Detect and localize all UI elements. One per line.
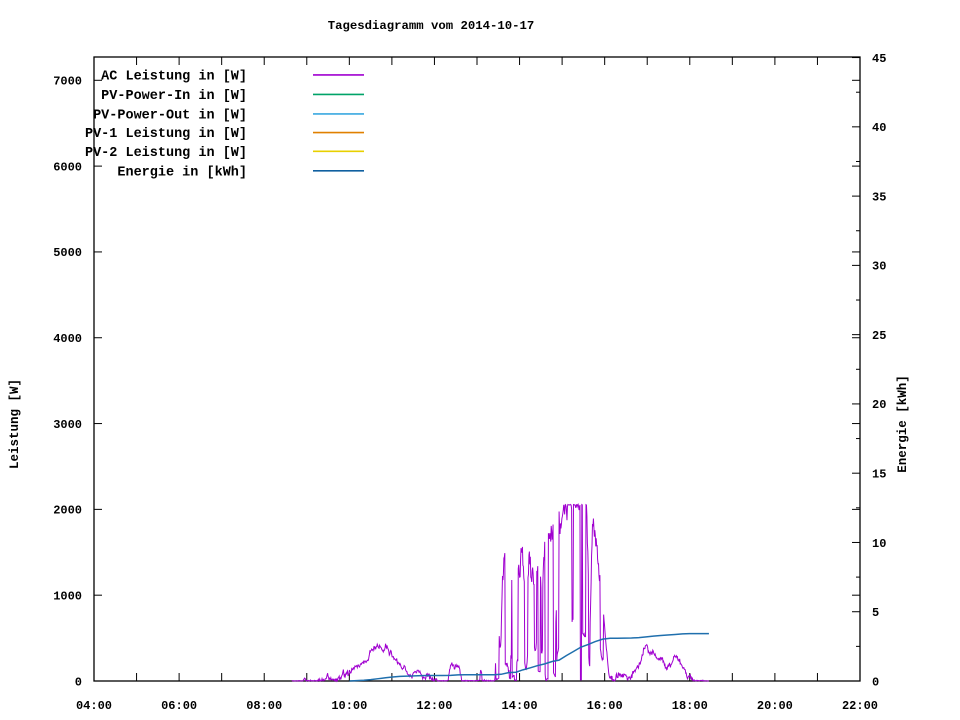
svg-text:PV-Power-In in [W]: PV-Power-In in [W] bbox=[101, 89, 247, 104]
svg-text:5000: 5000 bbox=[53, 246, 82, 260]
svg-text:3000: 3000 bbox=[53, 418, 82, 432]
svg-text:2000: 2000 bbox=[53, 504, 82, 518]
svg-text:0: 0 bbox=[75, 675, 82, 689]
svg-text:15: 15 bbox=[872, 467, 886, 481]
svg-text:25: 25 bbox=[872, 329, 886, 343]
svg-text:16:00: 16:00 bbox=[587, 699, 623, 713]
svg-text:PV-1 Leistung in [W]: PV-1 Leistung in [W] bbox=[85, 127, 247, 142]
svg-text:AC Leistung in [W]: AC Leistung in [W] bbox=[101, 69, 247, 84]
svg-text:1000: 1000 bbox=[53, 589, 82, 603]
svg-text:PV-2 Leistung in [W]: PV-2 Leistung in [W] bbox=[85, 146, 247, 161]
svg-text:40: 40 bbox=[872, 121, 886, 135]
svg-text:PV-Power-Out in [W]: PV-Power-Out in [W] bbox=[93, 108, 247, 123]
svg-text:7000: 7000 bbox=[53, 75, 82, 89]
svg-text:Energie in [kWh]: Energie in [kWh] bbox=[117, 165, 247, 180]
svg-text:04:00: 04:00 bbox=[76, 699, 112, 713]
svg-text:20: 20 bbox=[872, 398, 886, 412]
svg-text:35: 35 bbox=[872, 190, 886, 204]
svg-text:10: 10 bbox=[872, 537, 886, 551]
svg-text:12:00: 12:00 bbox=[416, 699, 452, 713]
svg-text:06:00: 06:00 bbox=[161, 699, 197, 713]
svg-text:Energie [kWh]: Energie [kWh] bbox=[896, 375, 910, 473]
svg-text:0: 0 bbox=[872, 675, 879, 689]
svg-text:5: 5 bbox=[872, 606, 879, 620]
svg-text:30: 30 bbox=[872, 260, 886, 274]
svg-text:22:00: 22:00 bbox=[842, 699, 878, 713]
svg-text:18:00: 18:00 bbox=[672, 699, 708, 713]
svg-text:08:00: 08:00 bbox=[246, 699, 282, 713]
svg-text:10:00: 10:00 bbox=[331, 699, 367, 713]
svg-text:4000: 4000 bbox=[53, 332, 82, 346]
svg-text:45: 45 bbox=[872, 52, 886, 66]
svg-text:14:00: 14:00 bbox=[502, 699, 538, 713]
svg-text:Leistung [W]: Leistung [W] bbox=[8, 379, 22, 469]
svg-text:20:00: 20:00 bbox=[757, 699, 793, 713]
svg-text:6000: 6000 bbox=[53, 160, 82, 174]
